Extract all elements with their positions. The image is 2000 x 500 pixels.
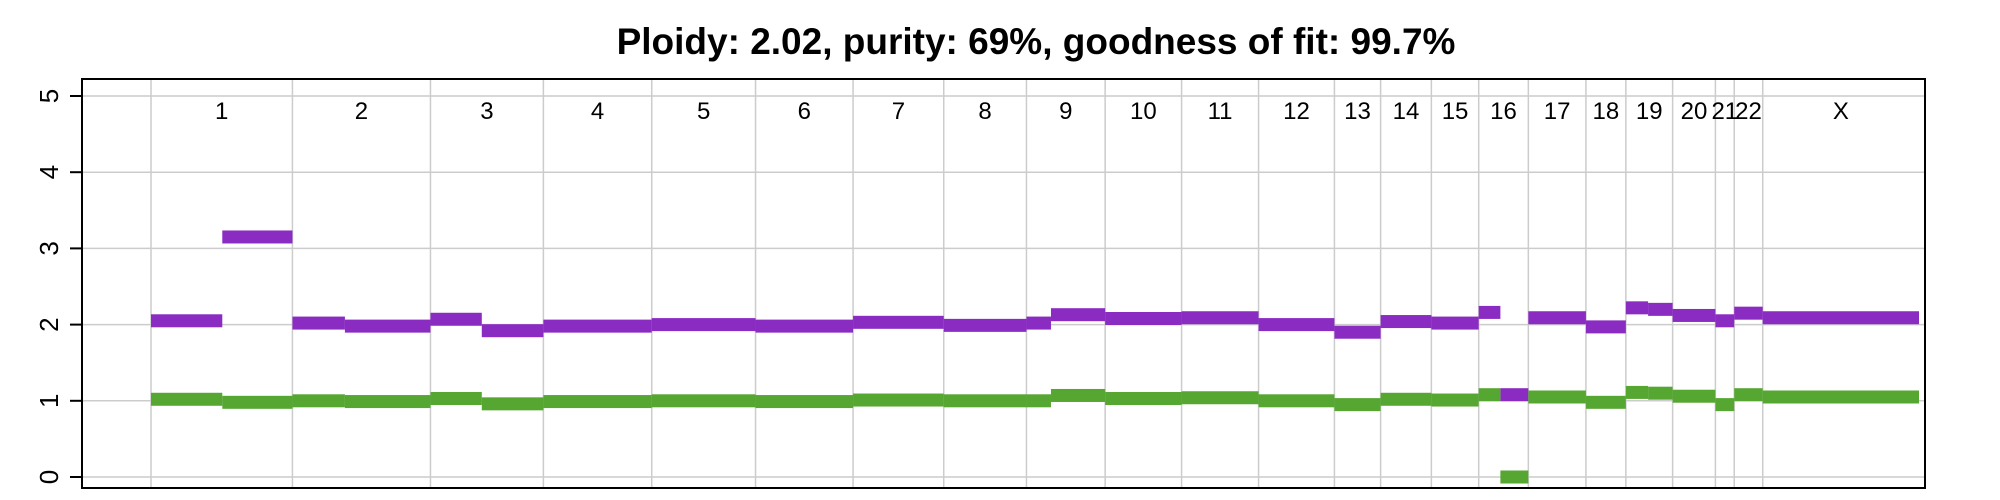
minor-copy-number-segment xyxy=(1500,470,1529,484)
total-copy-number-segment xyxy=(1528,311,1586,325)
chromosome-label: 10 xyxy=(1130,98,1157,125)
total-copy-number-segment xyxy=(1050,308,1106,322)
chromosome-label: 2 xyxy=(355,98,368,125)
minor-copy-number-segment xyxy=(1181,391,1259,405)
total-copy-number-segment xyxy=(222,230,293,244)
total-copy-number-segment xyxy=(1478,305,1501,319)
minor-copy-number-segment xyxy=(481,397,544,411)
chromosome-label: 7 xyxy=(892,98,905,125)
total-copy-number-segment xyxy=(1334,325,1381,339)
minor-copy-number-segment xyxy=(222,395,293,409)
total-copy-number-segment xyxy=(1648,302,1673,316)
chromosome-label: X xyxy=(1833,98,1849,125)
minor-copy-number-segment xyxy=(1380,392,1432,406)
minor-copy-number-segment xyxy=(1585,395,1626,409)
minor-copy-number-segment xyxy=(1478,388,1501,402)
minor-copy-number-segment xyxy=(1334,398,1381,412)
minor-copy-number-segment xyxy=(1648,386,1673,400)
total-copy-number-segment xyxy=(1026,316,1051,330)
minor-copy-number-segment xyxy=(1528,390,1586,404)
total-copy-number-segment xyxy=(292,316,345,330)
total-copy-number-segment xyxy=(481,324,544,338)
chromosome-label: 9 xyxy=(1059,98,1072,125)
chromosome-label: 5 xyxy=(697,98,710,125)
chromosome-label: 14 xyxy=(1393,98,1420,125)
chromosome-label: 11 xyxy=(1208,98,1233,125)
chromosome-label: 15 xyxy=(1442,98,1469,125)
total-copy-number-segment xyxy=(1715,314,1735,328)
total-copy-number-segment xyxy=(344,319,431,333)
chart-title: Ploidy: 2.02, purity: 69%, goodness of f… xyxy=(617,21,1456,62)
chromosome-label: 21 xyxy=(1711,98,1738,125)
minor-copy-number-segment xyxy=(1672,389,1716,403)
grid-lines xyxy=(82,79,1925,488)
chromosome-label: 17 xyxy=(1544,98,1571,125)
plot-frame xyxy=(81,78,1926,489)
y-tick-label: 1 xyxy=(34,394,64,408)
minor-copy-number-segment xyxy=(1050,388,1106,402)
total-copy-number-segment xyxy=(151,314,223,328)
total-copy-number-segment xyxy=(1105,312,1182,326)
total-copy-number-segment xyxy=(1672,308,1716,322)
total-copy-number-segment xyxy=(1380,315,1432,329)
total-copy-number-segment xyxy=(853,315,944,329)
minor-copy-number-segment xyxy=(151,392,223,406)
minor-copy-number-segment xyxy=(1734,388,1763,402)
y-tick-label: 4 xyxy=(34,165,64,179)
chromosome-label: 4 xyxy=(591,98,604,125)
minor-copy-number-segment xyxy=(853,393,944,407)
minor-copy-number-segment xyxy=(755,395,854,409)
chromosome-label: 3 xyxy=(480,98,493,125)
total-copy-number-segment xyxy=(1734,306,1763,320)
total-copy-number-segment xyxy=(430,312,482,326)
total-copy-number-segment xyxy=(543,319,652,333)
copy-number-segments xyxy=(151,230,1919,484)
minor-copy-number-segment xyxy=(292,394,345,408)
chromosome-label: 6 xyxy=(798,98,811,125)
y-axis: 0 1 2 3 4 5 xyxy=(34,89,82,484)
minor-copy-number-segment xyxy=(651,394,756,408)
total-copy-number-segment xyxy=(1181,311,1259,325)
total-copy-number-segment xyxy=(755,319,854,333)
y-tick-label: 3 xyxy=(34,241,64,255)
y-tick-label: 0 xyxy=(34,470,64,484)
minor-copy-number-segment xyxy=(943,394,1027,408)
minor-copy-number-segment xyxy=(344,395,431,409)
minor-copy-number-segment xyxy=(1258,394,1335,408)
y-tick-label: 5 xyxy=(34,89,64,103)
y-tick-label: 2 xyxy=(34,317,64,331)
total-copy-number-segment xyxy=(1431,316,1479,330)
minor-copy-number-segment xyxy=(430,392,482,406)
total-copy-number-segment xyxy=(651,318,756,332)
minor-copy-number-segment xyxy=(1431,393,1479,407)
chromosome-label: 18 xyxy=(1593,98,1620,125)
chromosome-label: 13 xyxy=(1344,98,1371,125)
chromosome-label: 19 xyxy=(1636,98,1663,125)
chromosome-label: 8 xyxy=(978,98,991,125)
chromosome-label: 22 xyxy=(1735,98,1762,125)
minor-copy-number-segment xyxy=(543,395,652,409)
minor-copy-number-segment xyxy=(1762,390,1919,404)
total-copy-number-segment xyxy=(1625,301,1649,315)
chromosome-label: 1 xyxy=(215,98,228,125)
chromosome-label: 12 xyxy=(1283,98,1310,125)
total-copy-number-segment xyxy=(1500,388,1529,402)
chromosome-label: 20 xyxy=(1681,98,1708,125)
total-copy-number-segment xyxy=(1762,311,1919,325)
total-copy-number-segment xyxy=(1258,318,1335,332)
minor-copy-number-segment xyxy=(1625,385,1649,399)
chromosome-label: 16 xyxy=(1490,98,1517,125)
total-copy-number-segment xyxy=(943,318,1027,332)
minor-copy-number-segment xyxy=(1026,394,1051,408)
total-copy-number-segment xyxy=(1585,320,1626,334)
minor-copy-number-segment xyxy=(1715,398,1735,412)
minor-copy-number-segment xyxy=(1105,392,1182,406)
